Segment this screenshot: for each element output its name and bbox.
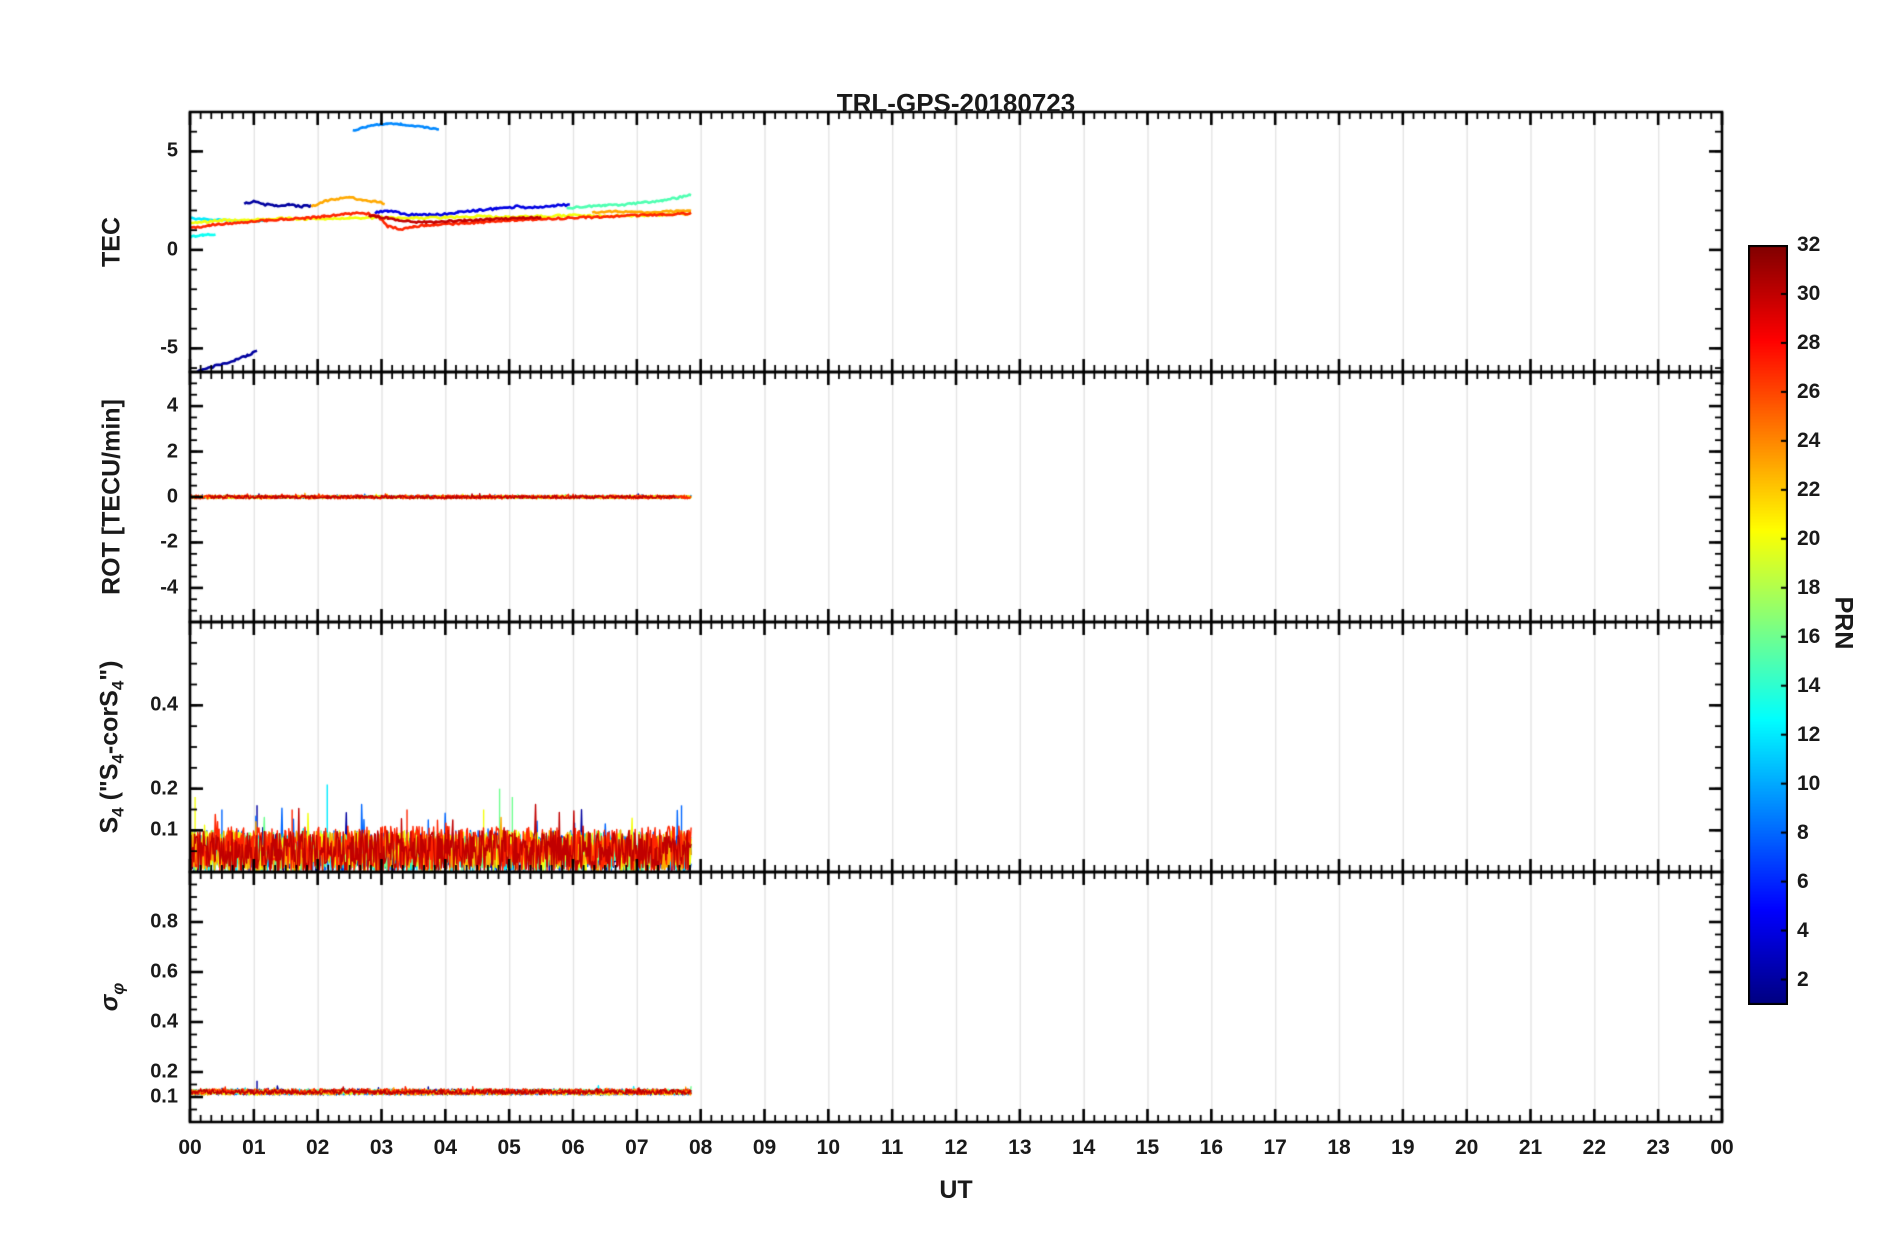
y-tick-label: 4 <box>166 394 178 417</box>
y-tick-label: -2 <box>160 530 178 553</box>
y-tick-label: 0.2 <box>150 777 178 800</box>
colorbar-tick-label: 12 <box>1797 723 1821 747</box>
y-tick-label: 5 <box>166 139 178 162</box>
y-tick-label: 0 <box>166 485 178 508</box>
y-tick-label: 0.4 <box>150 693 178 716</box>
x-tick-label: 06 <box>561 1136 585 1159</box>
colorbar-tick-label: 8 <box>1797 821 1809 845</box>
colorbar-tick-label: 2 <box>1797 968 1809 992</box>
x-tick-label: 04 <box>433 1136 458 1159</box>
chart-title: TRL-GPS-20180723 <box>836 88 1076 118</box>
x-tick-label: 14 <box>1071 1136 1096 1159</box>
x-tick-label: 13 <box>1008 1136 1032 1159</box>
x-tick-label: 23 <box>1646 1136 1670 1159</box>
x-axis-label: UT <box>939 1176 973 1204</box>
y-tick-label: 0.4 <box>150 1010 178 1033</box>
x-tick-label: 20 <box>1454 1136 1479 1159</box>
y-tick-label: 0.8 <box>150 910 178 933</box>
colorbar-tick-label: 22 <box>1797 478 1821 502</box>
y-tick-label: 0.1 <box>150 1085 178 1108</box>
x-tick-label: 17 <box>1263 1136 1287 1159</box>
y-tick-label: -5 <box>160 336 178 359</box>
x-tick-label: 01 <box>242 1136 266 1159</box>
colorbar-tick-label: 26 <box>1797 380 1821 404</box>
colorbar-label: PRN <box>1829 596 1858 650</box>
x-tick-label: 08 <box>688 1136 713 1159</box>
x-tick-label: 02 <box>305 1136 330 1159</box>
y-tick-label: 0 <box>166 238 178 261</box>
colorbar-tick-label: 30 <box>1797 282 1821 306</box>
colorbar-tick-label: 28 <box>1797 331 1821 355</box>
x-tick-label: 03 <box>369 1136 394 1159</box>
colorbar-tick-label: 6 <box>1797 870 1809 894</box>
x-tick-label: 00 <box>178 1136 202 1159</box>
y-tick-label: 0.1 <box>150 818 178 841</box>
x-tick-label: 10 <box>816 1136 841 1159</box>
x-tick-label: 07 <box>625 1136 649 1159</box>
x-tick-label: 21 <box>1518 1136 1543 1159</box>
x-tick-label: 09 <box>752 1136 777 1159</box>
x-tick-label: 12 <box>944 1136 968 1159</box>
x-tick-label: 22 <box>1582 1136 1607 1159</box>
colorbar <box>1748 245 1788 1005</box>
x-tick-label: 19 <box>1391 1136 1415 1159</box>
colorbar-tick-label: 10 <box>1797 772 1821 796</box>
y-tick-label: 0.2 <box>150 1060 178 1083</box>
x-tick-label: 05 <box>497 1136 521 1159</box>
x-tick-label: 00 <box>1710 1136 1734 1159</box>
x-tick-label: 18 <box>1327 1136 1351 1159</box>
x-tick-label: 15 <box>1135 1136 1160 1159</box>
y-axis-label-s4: S4 ("S4-corS4") <box>95 660 128 834</box>
colorbar-tick-label: 18 <box>1797 576 1821 600</box>
colorbar-tick-label: 16 <box>1797 625 1821 649</box>
y-axis-label-sigma-phi: σφ <box>95 982 128 1012</box>
colorbar-tick-label: 20 <box>1797 527 1821 551</box>
y-tick-label: 2 <box>166 440 178 463</box>
x-tick-label: 11 <box>881 1136 904 1159</box>
y-axis-label-rot: ROT [TECU/min] <box>97 399 126 595</box>
y-tick-label: -4 <box>160 576 178 599</box>
colorbar-tick-label: 24 <box>1797 429 1821 453</box>
x-tick-label: 16 <box>1199 1136 1224 1159</box>
y-axis-label-tec: TEC <box>97 217 126 267</box>
colorbar-tick-label: 14 <box>1797 674 1821 698</box>
colorbar-tick-label: 32 <box>1797 233 1821 256</box>
y-tick-label: 0.6 <box>150 960 178 983</box>
colorbar-tick-label: 4 <box>1797 919 1809 943</box>
